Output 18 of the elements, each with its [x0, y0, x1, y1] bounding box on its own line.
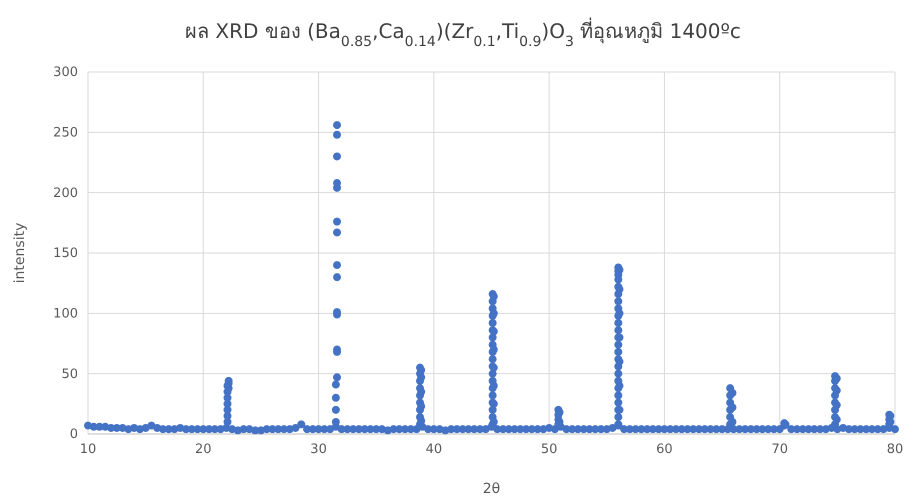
y-tick-label: 200	[53, 186, 78, 201]
x-tick-label: 50	[540, 442, 558, 458]
y-tick-label: 50	[61, 366, 78, 382]
y-tick-label: 100	[53, 306, 78, 322]
y-tick-label: 300	[53, 65, 78, 80]
x-tick-label: 70	[771, 442, 788, 458]
x-tick-label: 10	[80, 442, 96, 458]
x-tick-label: 20	[195, 442, 212, 458]
x-tick-label: 80	[886, 442, 904, 458]
y-tick-label: 150	[53, 246, 78, 262]
y-tick-label: 250	[53, 125, 78, 140]
y-axis-title: intensity	[12, 222, 28, 284]
x-tick-label: 60	[656, 442, 673, 458]
x-tick-label: 40	[426, 442, 442, 458]
x-tick-label: 30	[310, 442, 327, 458]
x-axis-title: 2θ	[482, 481, 500, 497]
chart-title: ผล XRD ของ (Ba$_{0.85}$,Ca$_{0.14}$)(Zr$_{0.1}$,Ti$_{0.9}$)O$_{3}$ ที่อุณหภูมิ 1400ºc	[185, 19, 741, 50]
y-tick-label: 0	[70, 427, 78, 442]
